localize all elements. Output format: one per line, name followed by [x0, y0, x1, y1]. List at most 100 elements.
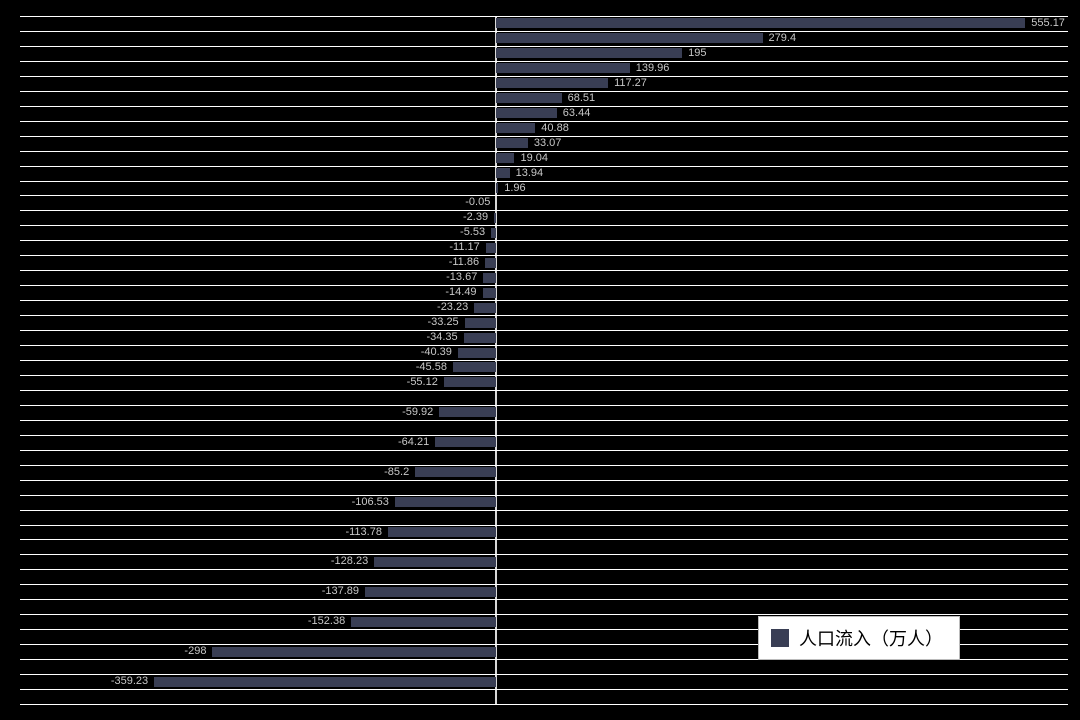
bar: [395, 497, 496, 507]
bar-value-label: -128.23: [331, 556, 368, 567]
gridline: [20, 599, 1068, 600]
bar-value-label: -359.23: [111, 676, 148, 687]
bar: [494, 213, 496, 223]
bar: [464, 333, 497, 343]
legend-swatch: [771, 629, 789, 647]
gridline: [20, 465, 1068, 466]
bar: [496, 138, 528, 148]
gridline: [20, 554, 1068, 555]
bar-value-label: -298: [184, 646, 206, 657]
bar: [496, 123, 535, 133]
bar: [496, 48, 682, 58]
gridline: [20, 525, 1068, 526]
bar-value-label: 139.96: [636, 63, 670, 74]
gridline: [20, 345, 1068, 346]
bar: [465, 318, 497, 328]
bar: [496, 33, 762, 43]
bar-value-label: -13.67: [446, 272, 477, 283]
bar-value-label: -14.49: [445, 287, 476, 298]
gridline: [20, 360, 1068, 361]
gridline: [20, 315, 1068, 316]
bar: [496, 108, 556, 118]
gridline: [20, 255, 1068, 256]
legend-label: 人口流入（万人）: [799, 625, 943, 651]
gridline: [20, 46, 1068, 47]
gridline: [20, 285, 1068, 286]
bar-value-label: 555.17: [1031, 18, 1065, 29]
gridline: [20, 674, 1068, 675]
bar: [212, 647, 496, 657]
gridline: [20, 16, 1068, 17]
gridline: [20, 61, 1068, 62]
bar-value-label: -5.53: [460, 227, 485, 238]
gridline: [20, 390, 1068, 391]
gridline: [20, 405, 1068, 406]
gridline: [20, 420, 1068, 421]
bar: [388, 527, 496, 537]
gridline: [20, 689, 1068, 690]
bar-value-label: -113.78: [345, 527, 382, 538]
bar: [458, 348, 496, 358]
bar: [496, 168, 509, 178]
bar-value-label: 279.4: [769, 33, 797, 44]
bar: [496, 18, 1025, 28]
gridline: [20, 510, 1068, 511]
bar: [483, 288, 497, 298]
gridline: [20, 450, 1068, 451]
bar-value-label: -55.12: [407, 377, 438, 388]
gridline: [20, 300, 1068, 301]
bar-value-label: -34.35: [426, 332, 457, 343]
gridline: [20, 270, 1068, 271]
bar: [496, 153, 514, 163]
gridline: [20, 480, 1068, 481]
bar-value-label: -2.39: [463, 212, 488, 223]
population-flow-chart: 555.17 279.4 195 139.96 117.27 68.51 63.44 40.8…: [0, 0, 1080, 720]
bar-value-label: -33.25: [427, 317, 458, 328]
bar: [485, 258, 496, 268]
bar: [496, 183, 498, 193]
bar-value-label: -64.21: [398, 437, 429, 448]
gridline: [20, 584, 1068, 585]
gridline: [20, 569, 1068, 570]
gridline: [20, 225, 1068, 226]
bar-value-label: -45.58: [416, 362, 447, 373]
gridline: [20, 435, 1068, 436]
bar-value-label: -85.2: [384, 467, 409, 478]
bar-value-label: 63.44: [563, 108, 591, 119]
bar: [496, 78, 608, 88]
gridline: [20, 195, 1068, 196]
bar: [444, 377, 497, 387]
bar-value-label: -40.39: [421, 347, 452, 358]
gridline: [20, 91, 1068, 92]
bar-value-label: -11.17: [449, 242, 479, 253]
bar: [439, 407, 496, 417]
gridline: [20, 375, 1068, 376]
bar-value-label: 117.27: [614, 78, 647, 89]
bar-value-label: 13.94: [516, 168, 544, 179]
bar: [435, 437, 496, 447]
bar-value-label: -0.05: [465, 197, 490, 208]
gridline: [20, 495, 1068, 496]
bar: [374, 557, 496, 567]
bar-value-label: -137.89: [322, 586, 359, 597]
bar-value-label: -11.86: [449, 257, 479, 268]
gridline: [20, 106, 1068, 107]
bar-value-label: 19.04: [521, 153, 549, 164]
bar-value-label: 195: [688, 48, 706, 59]
gridline: [20, 539, 1068, 540]
gridline: [20, 181, 1068, 182]
bar-value-label: 40.88: [541, 123, 569, 134]
bar: [474, 303, 496, 313]
bar: [351, 617, 496, 627]
bar-value-label: 1.96: [504, 183, 525, 194]
gridline: [20, 76, 1068, 77]
bar: [453, 362, 496, 372]
bar-value-label: 68.51: [568, 93, 596, 104]
gridline: [20, 210, 1068, 211]
bar: [154, 677, 496, 687]
bar: [496, 63, 629, 73]
gridline: [20, 330, 1068, 331]
bar: [365, 587, 496, 597]
gridline: [20, 704, 1068, 705]
bar: [486, 243, 497, 253]
